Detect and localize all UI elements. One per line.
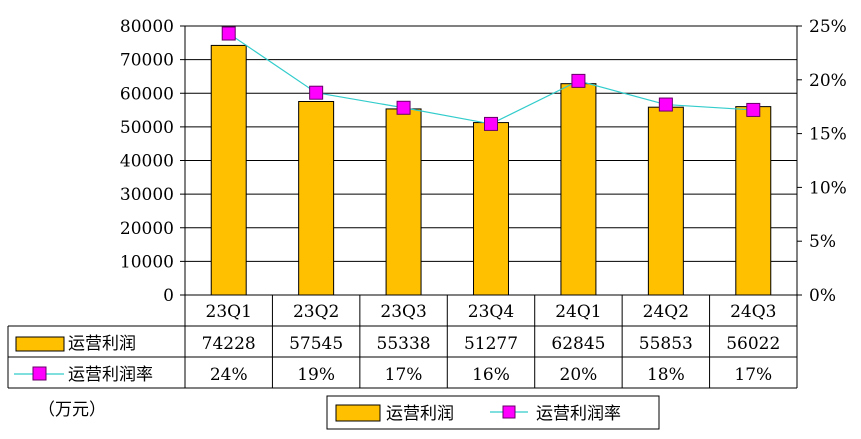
right-tick-label: 25%: [809, 17, 847, 37]
bar: [560, 83, 597, 296]
margin-marker: [309, 85, 324, 100]
table-cell: 74228: [202, 334, 256, 354]
left-tick-label: 80000: [120, 17, 174, 37]
table-bar-key: [15, 336, 65, 352]
legend-bar-label: 运营利润: [386, 404, 454, 424]
table-cell: 55853: [639, 334, 693, 354]
left-tick-label: 50000: [120, 118, 174, 138]
right-tick-label: 10%: [809, 178, 847, 198]
unit-note: （万元）: [38, 400, 106, 420]
table-cell: 16%: [472, 365, 510, 385]
right-tick-label: 5%: [809, 232, 836, 252]
table-cell: 62845: [551, 334, 605, 354]
table-cell: 19%: [297, 365, 335, 385]
left-tick-label: 20000: [120, 219, 174, 239]
category-label: 24Q2: [643, 302, 689, 322]
legend-marker-swatch: [502, 405, 516, 419]
legend-bar-swatch: [335, 404, 381, 422]
bar: [473, 122, 509, 296]
margin-marker: [746, 102, 761, 117]
table-cell: 51277: [464, 334, 518, 354]
legend: 运营利润 运营利润率: [326, 395, 660, 430]
category-label: 23Q2: [293, 302, 339, 322]
margin-marker: [221, 26, 236, 41]
bar: [210, 44, 247, 296]
margin-marker: [484, 116, 498, 131]
axes: 0 10000 20000 30000 40000 50000 60000 70000 8000…: [120, 17, 847, 306]
bar: [735, 106, 772, 296]
table-cell: 56022: [726, 334, 780, 354]
margin-line: [221, 26, 761, 131]
table-cell: 57545: [289, 334, 343, 354]
category-label: 23Q4: [468, 302, 514, 322]
left-tick-label: 60000: [120, 84, 174, 104]
table-cell: 20%: [560, 365, 598, 385]
left-tick-label: 30000: [120, 185, 174, 205]
table-row-label: 运营利润率: [68, 365, 153, 385]
right-tick-label: 0%: [809, 286, 836, 306]
table-row-label: 运营利润: [68, 334, 136, 354]
table-cell: 17%: [734, 365, 772, 385]
left-tick-label: 40000: [120, 152, 174, 172]
margin-marker: [658, 97, 673, 112]
category-label: 23Q3: [380, 302, 426, 322]
category-label: 23Q1: [206, 302, 252, 322]
bars: [210, 44, 772, 296]
right-tick-label: 15%: [809, 125, 847, 145]
table-cell: 55338: [377, 334, 431, 354]
right-tick-label: 20%: [809, 71, 847, 91]
bar: [647, 106, 684, 296]
margin-marker: [571, 73, 586, 88]
left-tick-label: 0: [163, 286, 174, 306]
table-cell: 17%: [385, 365, 423, 385]
table-marker-key: [32, 366, 47, 381]
table-cell: 24%: [210, 365, 248, 385]
category-label: 24Q1: [555, 302, 601, 322]
bar: [298, 101, 335, 296]
category-label: 24Q3: [730, 302, 776, 322]
margin-marker: [396, 100, 411, 115]
left-tick-label: 70000: [120, 51, 174, 71]
bar: [385, 108, 422, 296]
legend-line-label: 运营利润率: [536, 404, 621, 424]
table-cell: 18%: [647, 365, 685, 385]
left-tick-label: 10000: [120, 252, 174, 272]
